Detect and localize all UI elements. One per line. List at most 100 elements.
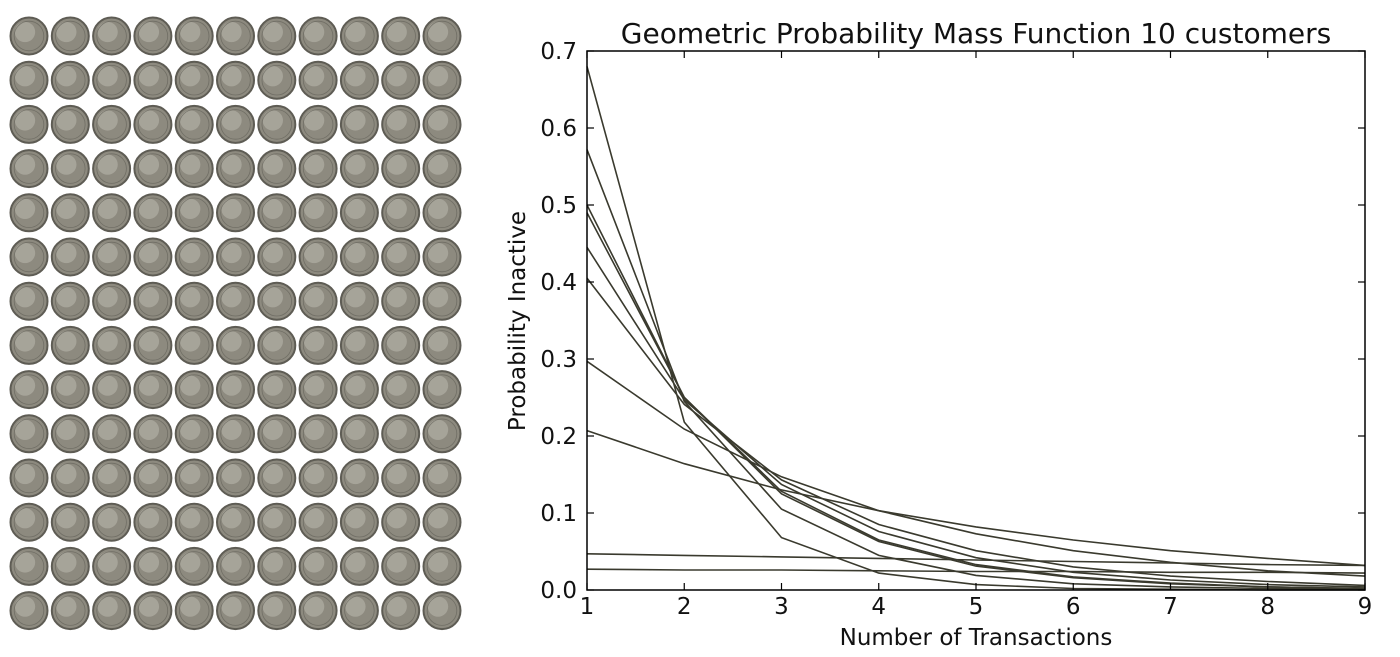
coin <box>50 591 90 631</box>
coin <box>216 60 255 100</box>
coin <box>133 237 173 277</box>
series-line-4 <box>586 212 1366 590</box>
chart-title: Geometric Probability Mass Function 10 c… <box>621 17 1331 50</box>
series-line-8 <box>586 429 1366 567</box>
plot-frame <box>586 50 1366 591</box>
y-tick-label: 0.3 <box>540 347 577 373</box>
x-tick-label: 5 <box>969 594 984 620</box>
x-axis-label: Number of Transactions <box>840 625 1113 651</box>
x-tick-label: 7 <box>1163 594 1178 620</box>
coin <box>339 546 379 586</box>
coin <box>216 16 255 56</box>
coin <box>381 193 421 233</box>
coin <box>381 16 421 56</box>
ticks-layer: 1 2 3 4 5 6 7 8 9 0.0 0.1 0.2 0.3 0.4 0.5 0.6 0.7 <box>540 39 1372 620</box>
coin <box>339 458 379 498</box>
coin <box>257 325 297 365</box>
coin <box>9 546 49 586</box>
coin <box>381 104 421 144</box>
coin <box>298 502 338 542</box>
coin <box>381 414 421 454</box>
y-tick-label: 0.2 <box>540 424 577 450</box>
coin <box>422 237 462 277</box>
coin <box>339 149 379 189</box>
coin <box>174 370 214 410</box>
coin <box>339 193 379 233</box>
coin <box>9 237 49 277</box>
coin <box>92 281 132 321</box>
coin <box>381 458 421 498</box>
coin <box>92 325 132 365</box>
coin <box>422 591 462 631</box>
coin <box>298 16 338 56</box>
coin <box>9 325 49 365</box>
x-tick-label: 3 <box>774 594 789 620</box>
y-axis-label: Probability Inactive <box>505 211 531 431</box>
coin <box>216 591 255 631</box>
coin <box>422 16 462 56</box>
coin <box>257 458 297 498</box>
coin <box>339 414 379 454</box>
coin <box>174 16 214 56</box>
coin <box>50 458 90 498</box>
coin <box>216 414 255 454</box>
coin <box>50 502 90 542</box>
coin <box>216 149 255 189</box>
coin <box>339 370 379 410</box>
coin <box>92 237 132 277</box>
coin <box>92 16 132 56</box>
x-tick-label: 6 <box>1066 594 1081 620</box>
coin <box>339 104 379 144</box>
coin <box>381 60 421 100</box>
x-tick-label: 8 <box>1260 594 1275 620</box>
coin <box>298 546 338 586</box>
coin <box>92 502 132 542</box>
coin <box>422 546 462 586</box>
series-line-5 <box>586 246 1366 588</box>
coin <box>298 591 338 631</box>
coin <box>339 591 379 631</box>
coin <box>9 281 49 321</box>
coin <box>174 458 214 498</box>
series-layer <box>586 66 1366 591</box>
coin <box>50 414 90 454</box>
coin <box>133 60 173 100</box>
coin <box>174 60 214 100</box>
coin <box>133 591 173 631</box>
coin <box>298 281 338 321</box>
coin <box>257 591 297 631</box>
y-tick-label: 0.4 <box>540 270 577 296</box>
coin <box>381 325 421 365</box>
coin <box>381 502 421 542</box>
coin <box>9 458 49 498</box>
coin <box>92 591 132 631</box>
coin <box>339 281 379 321</box>
coin <box>92 414 132 454</box>
coin <box>9 193 49 233</box>
coin <box>257 16 297 56</box>
coin <box>298 104 338 144</box>
coin <box>422 104 462 144</box>
coin <box>174 325 214 365</box>
coin <box>422 414 462 454</box>
coin <box>50 149 90 189</box>
coin <box>174 591 214 631</box>
coin <box>133 502 173 542</box>
coin <box>216 546 255 586</box>
coin <box>298 370 338 410</box>
coin <box>216 458 255 498</box>
coin <box>381 370 421 410</box>
coin <box>92 546 132 586</box>
series-line-6 <box>586 277 1366 587</box>
coin <box>50 325 90 365</box>
coin <box>133 546 173 586</box>
series-line-10 <box>586 568 1366 574</box>
coin <box>133 414 173 454</box>
coin <box>216 370 255 410</box>
coin <box>257 502 297 542</box>
coin <box>257 60 297 100</box>
coin <box>133 458 173 498</box>
coin <box>174 502 214 542</box>
coin <box>92 104 132 144</box>
coin <box>133 325 173 365</box>
